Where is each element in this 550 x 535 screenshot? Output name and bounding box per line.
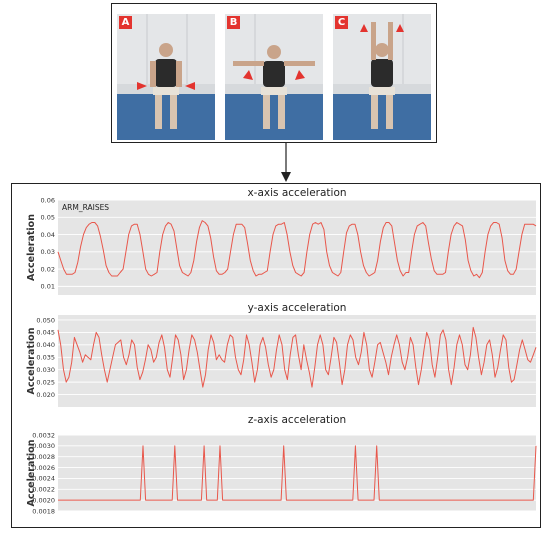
photo-panel-b: B — [225, 14, 323, 140]
y-tick-label: 0.020 — [36, 391, 55, 399]
y-tick-label: 0.06 — [41, 196, 55, 204]
y-tick-label: 0.01 — [41, 283, 55, 291]
acceleration-charts: x-axis accelerationAcceleration0.010.020… — [26, 187, 537, 515]
panel-label-b: B — [227, 16, 240, 29]
y-axis-label-1: Acceleration — [26, 214, 37, 281]
chart-title-1: x-axis acceleration — [247, 187, 346, 199]
y-tick-label: 0.02 — [41, 265, 55, 273]
y-tick-label: 0.0020 — [32, 496, 55, 504]
down-arrow-icon — [281, 143, 291, 182]
exercise-photo-strip: A B — [111, 3, 437, 143]
y-tick-label: 0.0030 — [32, 442, 55, 450]
y-tick-label: 0.0024 — [32, 475, 55, 483]
y-tick-label: 0.035 — [36, 354, 55, 362]
photo-panel-a: A — [117, 14, 215, 140]
y-axis-label-2: Acceleration — [26, 327, 37, 394]
series-line-3 — [58, 445, 537, 501]
panel-label-a: A — [119, 16, 132, 29]
series-line-2 — [57, 326, 537, 388]
y-tick-label: 0.050 — [36, 316, 55, 324]
seated-person-arms-down-image — [117, 14, 215, 140]
y-tick-label: 0.0018 — [32, 507, 55, 515]
y-tick-label: 0.05 — [41, 214, 55, 222]
y-tick-label: 0.040 — [36, 341, 55, 349]
panel-label-c: C — [335, 16, 348, 29]
chart-title-3: z-axis acceleration — [248, 414, 346, 426]
y-tick-label: 0.045 — [36, 329, 55, 337]
series-line-1 — [57, 220, 537, 279]
seated-person-arms-up-image — [333, 14, 431, 140]
y-tick-label: 0.0028 — [32, 453, 55, 461]
photo-panel-c: C — [333, 14, 431, 140]
chart-annotation: ARM_RAISES — [62, 203, 109, 212]
y-tick-label: 0.04 — [41, 231, 55, 239]
y-axis-label-3: Acceleration — [26, 439, 37, 506]
y-tick-label: 0.0022 — [32, 486, 55, 494]
acceleration-plots-frame: x-axis acceleration Acceleration 0.01 0.02 0… — [11, 183, 541, 528]
y-tick-label: 0.0032 — [32, 431, 55, 439]
y-tick-label: 0.025 — [36, 378, 55, 386]
chart-title-2: y-axis acceleration — [248, 302, 347, 314]
plot-area-2 — [58, 315, 536, 407]
y-tick-label: 0.0026 — [32, 464, 55, 472]
plot-area-1 — [58, 200, 536, 295]
seated-person-arms-sideways-image — [225, 14, 323, 140]
y-tick-label: 0.03 — [41, 248, 55, 256]
plot-area-3 — [58, 435, 536, 511]
y-tick-label: 0.030 — [36, 366, 55, 374]
